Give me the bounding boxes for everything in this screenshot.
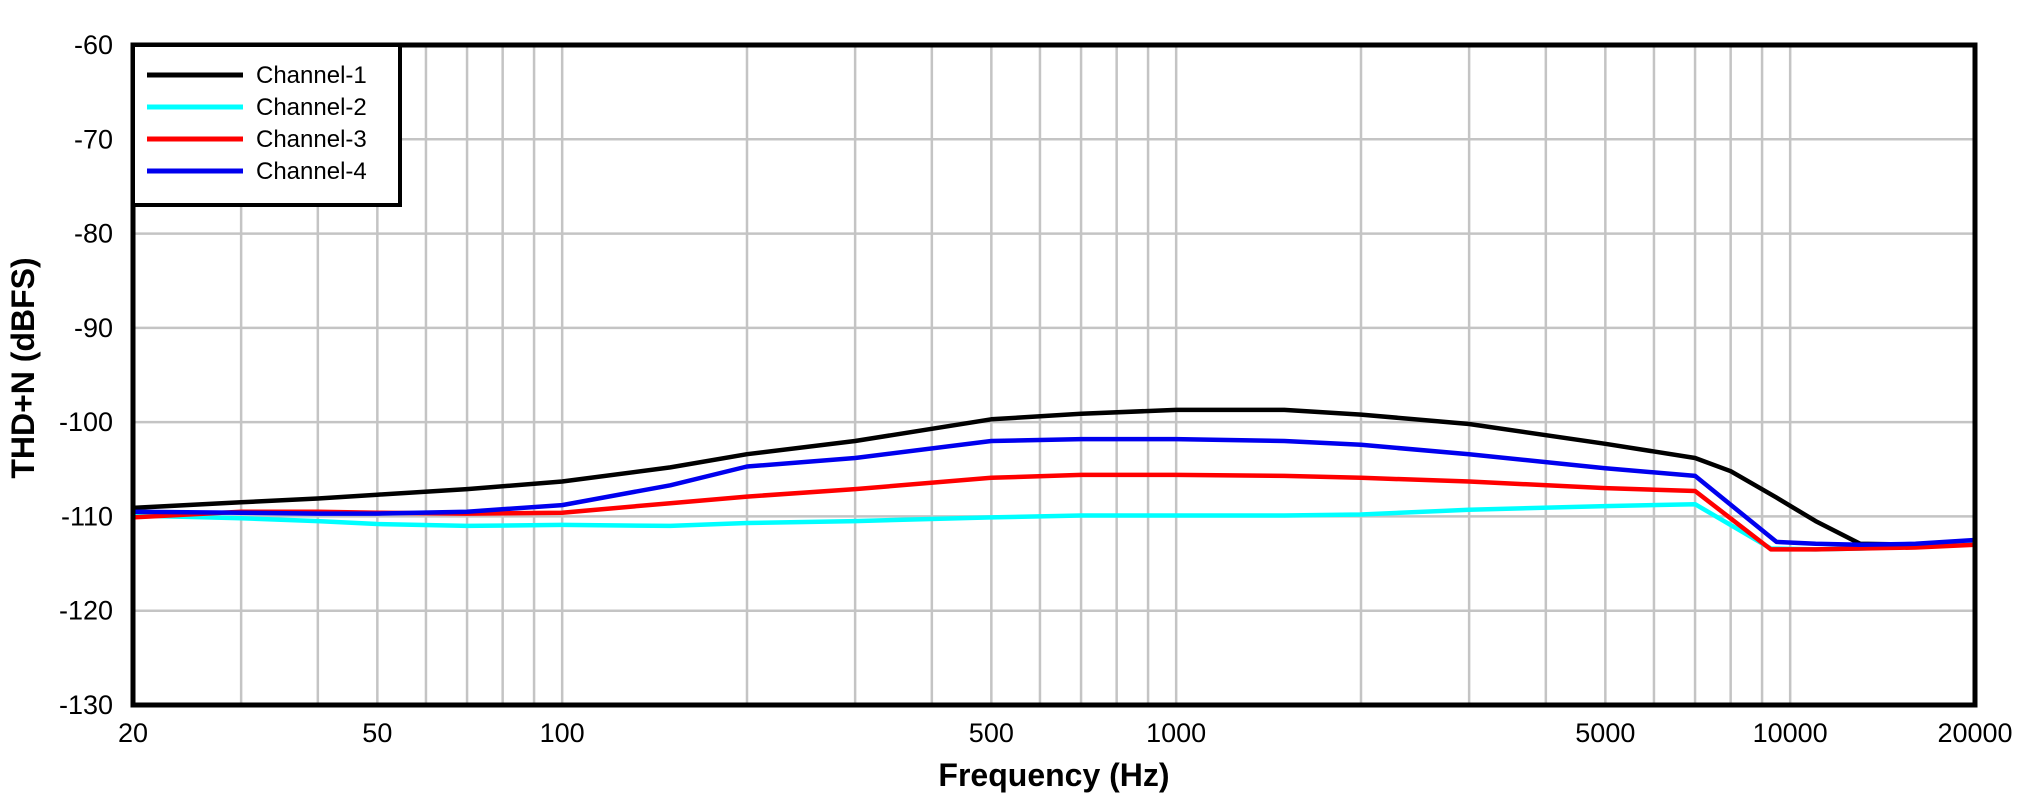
legend: Channel-1 Channel-2 Channel-3 Channel-4	[131, 43, 402, 207]
series-line-channel-4	[130, 436, 1978, 547]
x-tick-label-20000: 20000	[1937, 718, 2012, 748]
legend-label-channel-1: Channel-1	[256, 62, 367, 89]
x-tick-label-10000: 10000	[1753, 718, 1828, 748]
legend-item-channel-3: Channel-3	[147, 126, 367, 153]
x-tick-label-5000: 5000	[1575, 718, 1635, 748]
series-layer	[130, 407, 1978, 552]
y-tick-label--90: -90	[74, 313, 113, 343]
y-tick-label--130: -130	[59, 690, 113, 720]
legend-label-channel-2: Channel-2	[256, 94, 367, 121]
legend-item-channel-2: Channel-2	[147, 94, 367, 121]
legend-box	[131, 43, 402, 207]
y-tick-label--60: -60	[74, 30, 113, 60]
y-tick-label--100: -100	[59, 407, 113, 437]
plot-frame	[130, 42, 1978, 708]
legend-item-channel-4: Channel-4	[147, 158, 367, 185]
legend-label-channel-4: Channel-4	[256, 158, 367, 185]
y-axis-tick-labels: -60 -70 -80 -90 -100 -110 -120 -130	[59, 30, 113, 720]
y-tick-label--70: -70	[74, 124, 113, 154]
x-tick-label-50: 50	[362, 718, 392, 748]
legend-item-channel-1: Channel-1	[147, 62, 367, 89]
x-tick-label-20: 20	[118, 718, 148, 748]
plot-border	[130, 42, 1978, 708]
series-line-channel-1	[130, 407, 1978, 547]
legend-label-channel-3: Channel-3	[256, 126, 367, 153]
y-tick-label--110: -110	[61, 501, 113, 531]
y-tick-label--80: -80	[74, 219, 113, 249]
x-axis-tick-labels: 20 50 100 500 1000 5000 10000 20000	[118, 718, 2013, 748]
x-tick-label-1000: 1000	[1146, 718, 1206, 748]
x-axis-title: Frequency (Hz)	[938, 757, 1169, 793]
x-tick-label-500: 500	[969, 718, 1014, 748]
y-axis-title: THD+N (dBFS)	[5, 257, 41, 478]
grid-layer	[131, 43, 1977, 707]
x-tick-label-100: 100	[540, 718, 585, 748]
y-tick-label--120: -120	[59, 596, 113, 626]
